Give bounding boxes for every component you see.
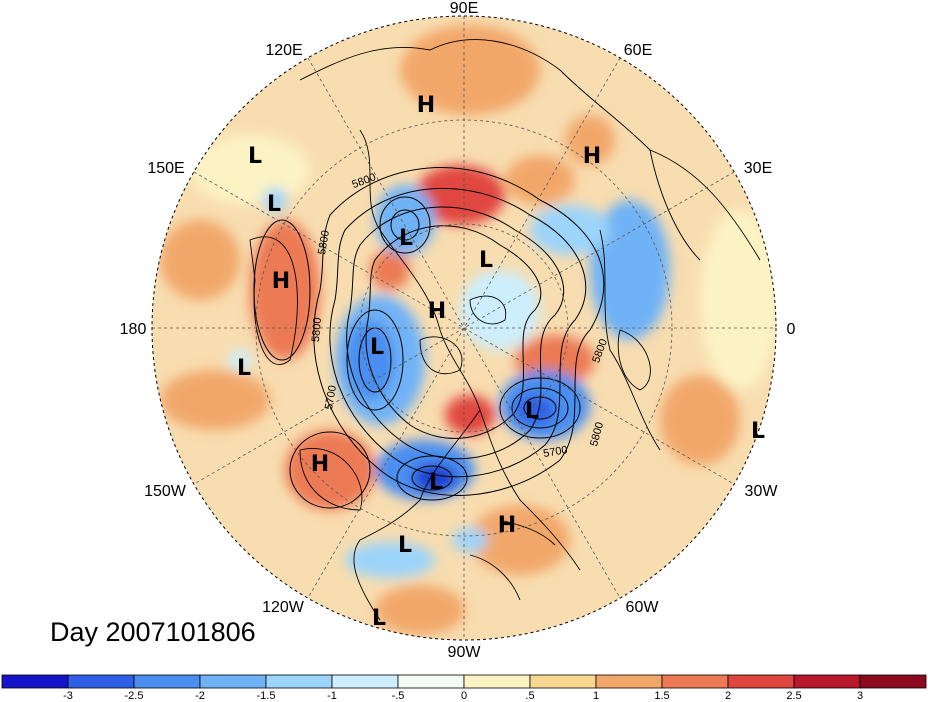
colorbar-swatch — [199, 674, 267, 689]
colorbar-swatch — [397, 674, 465, 689]
colorbar-tick-label: -1.5 — [257, 690, 276, 702]
colorbar-tick-label: -2 — [195, 690, 205, 702]
colorbar: -3 -2.5 -2 -1.5 -1 -.5 0 .5 1 1.5 2 2.5 3 — [1, 674, 927, 702]
high-center: H — [583, 144, 601, 169]
low-center: L — [267, 192, 281, 217]
map-border — [151, 15, 777, 641]
colorbar-swatch — [67, 674, 135, 689]
low-center: L — [399, 226, 413, 251]
lon-60w: 60W — [626, 599, 660, 616]
longitude-labels: 90E 60E 120E 30E 150E 180 0 150W 30W 120… — [120, 0, 796, 661]
colorbar-swatch — [1, 674, 69, 689]
colorbar-swatch — [529, 674, 597, 689]
lon-90e: 90E — [450, 0, 478, 17]
low-center: L — [372, 606, 386, 631]
colorbar-tick-label: 1 — [593, 690, 599, 702]
lon-30e: 30E — [744, 160, 772, 177]
high-center: H — [498, 513, 516, 538]
graticule — [152, 16, 776, 640]
colorbar-tick-label: 2 — [725, 690, 731, 702]
low-center: L — [429, 470, 443, 495]
colorbar-swatch — [463, 674, 531, 689]
contour-label: 5800 — [316, 229, 332, 255]
colorbar-tick-label: .5 — [525, 690, 534, 702]
low-center: L — [370, 335, 384, 360]
high-center: H — [272, 269, 290, 294]
low-center: L — [525, 399, 539, 424]
high-center: H — [311, 452, 329, 477]
high-center: H — [417, 93, 435, 118]
colorbar-swatch — [661, 674, 729, 689]
colorbar-swatch — [793, 674, 861, 689]
colorbar-tick-label: -3 — [63, 690, 73, 702]
lon-0: 0 — [787, 321, 796, 338]
height-contours — [253, 167, 605, 509]
colorbar-tick-label: 1.5 — [654, 690, 669, 702]
pressure-centers: H H L L H L L H L L L L H L H L L — [237, 93, 765, 631]
colorbar-tick-label: -1 — [327, 690, 337, 702]
colorbar-swatch — [331, 674, 399, 689]
colorbar-swatch — [595, 674, 663, 689]
date-title: Day 2007101806 — [50, 617, 256, 647]
high-center: H — [428, 299, 446, 324]
lon-60e: 60E — [624, 42, 652, 59]
lon-150e: 150E — [147, 160, 184, 177]
colorbar-swatch — [265, 674, 333, 689]
colorbar-tick-label: 2.5 — [786, 690, 801, 702]
low-center: L — [248, 144, 262, 169]
contour-label: 5800 — [310, 317, 324, 342]
low-center: L — [751, 419, 765, 444]
contour-label: 5700 — [323, 384, 339, 410]
low-center: L — [398, 533, 412, 558]
lon-180: 180 — [120, 321, 147, 338]
colorbar-tick-label: 0 — [461, 690, 467, 702]
coastlines — [249, 39, 761, 621]
low-center: L — [237, 356, 251, 381]
lon-30w: 30W — [745, 483, 779, 500]
lon-90w: 90W — [448, 644, 482, 661]
colorbar-tick-label: 3 — [857, 690, 863, 702]
colorbar-tick-label: -.5 — [392, 690, 405, 702]
colorbar-swatch — [727, 674, 795, 689]
colorbar-swatch — [859, 674, 927, 689]
colorbar-swatch — [133, 674, 201, 689]
colorbar-tick-label: -2.5 — [125, 690, 144, 702]
low-center: L — [479, 248, 493, 273]
lon-150w: 150W — [144, 483, 187, 500]
contour-label: 5700 — [542, 444, 568, 460]
lon-120w: 120W — [262, 599, 305, 616]
lon-120e: 120E — [265, 42, 302, 59]
